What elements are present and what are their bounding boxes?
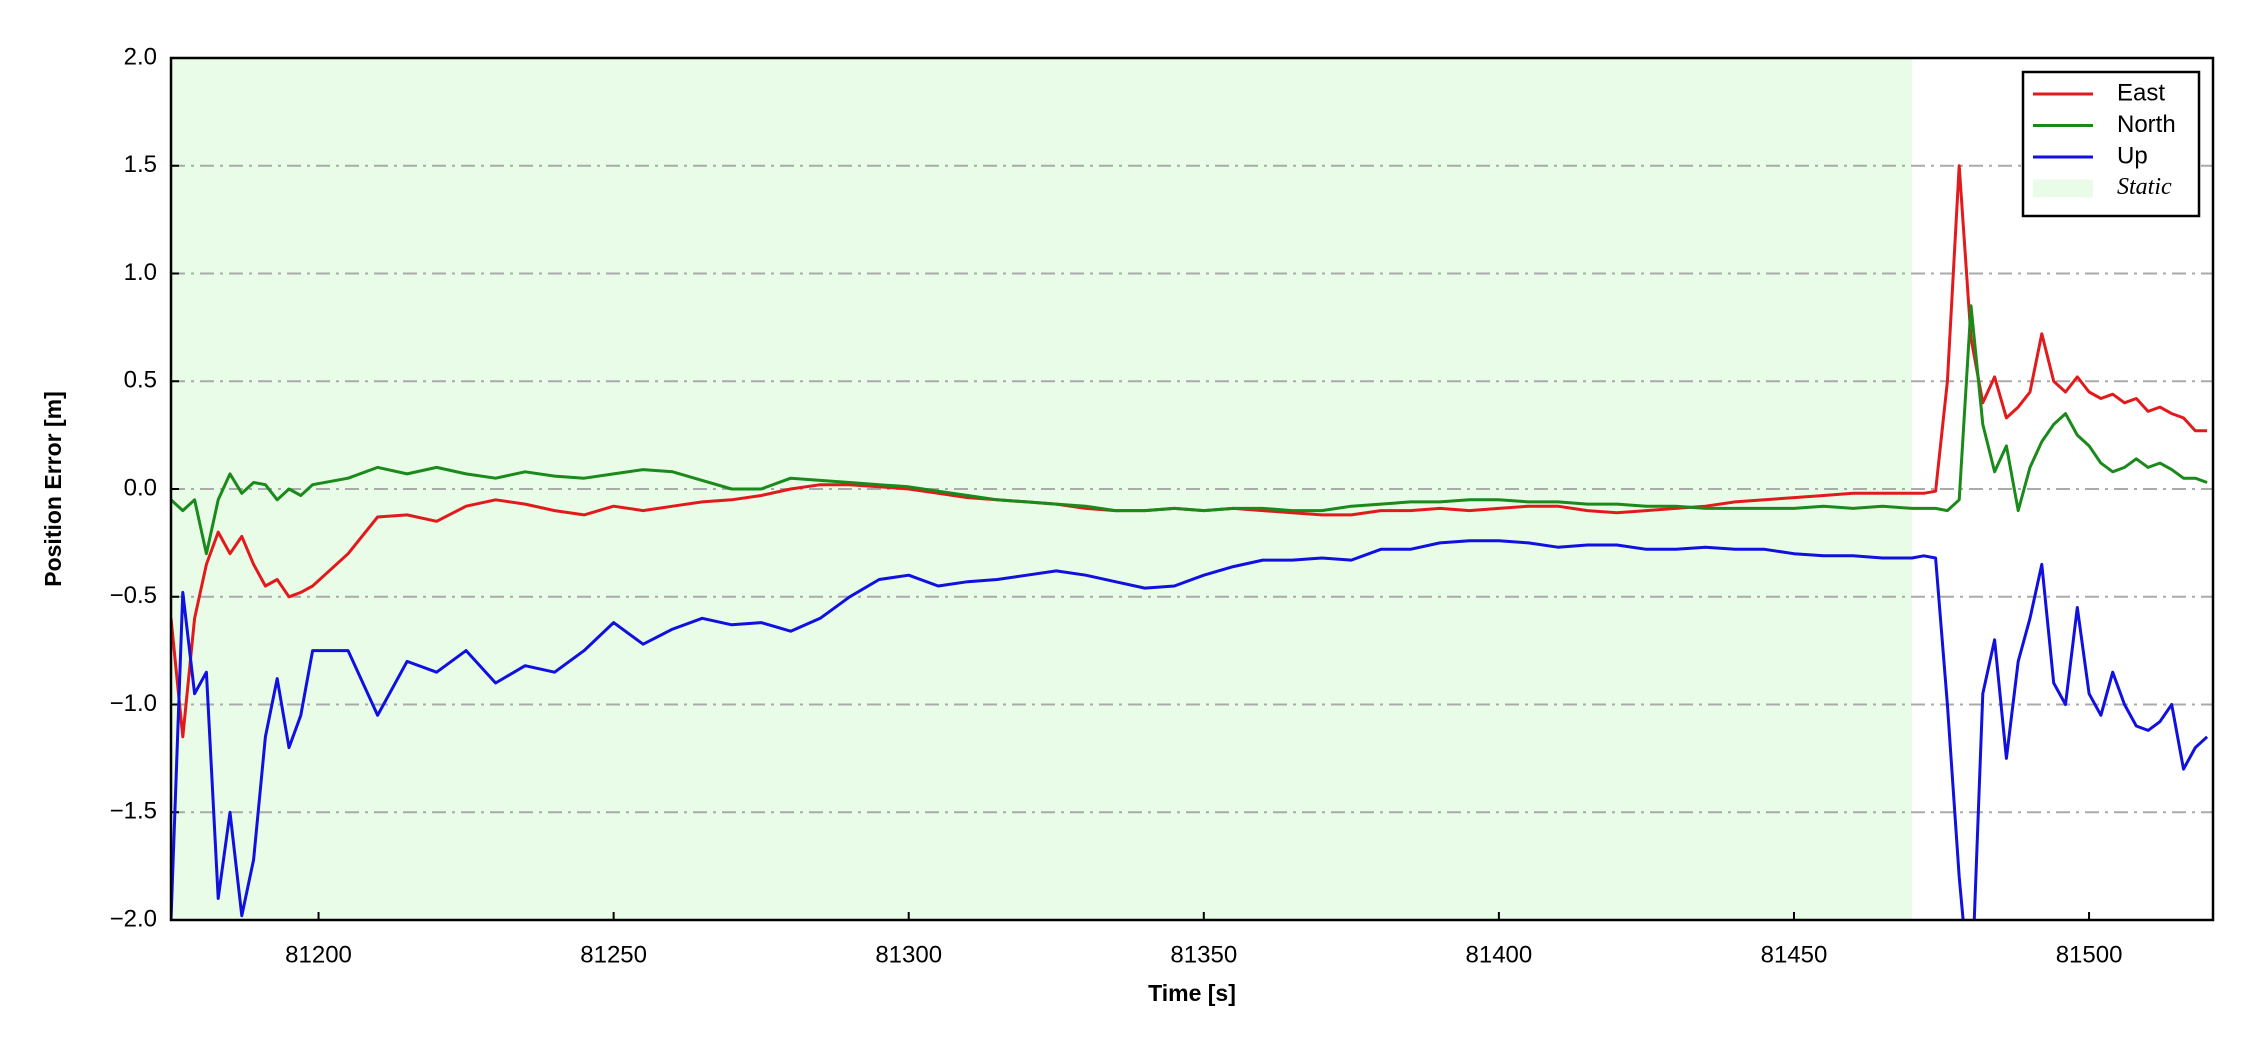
y-tick-label: 0.0 bbox=[124, 474, 157, 501]
legend-swatch bbox=[2033, 179, 2093, 198]
legend-label: Static bbox=[2117, 174, 2172, 200]
y-tick-label: −2.0 bbox=[110, 905, 157, 932]
legend-label: North bbox=[2117, 111, 2176, 138]
y-axis-label: Position Error [m] bbox=[40, 391, 66, 587]
x-tick-label: 81450 bbox=[1761, 941, 1828, 968]
plot-area bbox=[171, 164, 2209, 920]
x-tick-label: 81500 bbox=[2056, 941, 2123, 968]
x-axis-label: Time [s] bbox=[1148, 980, 1236, 1006]
y-tick-label: −0.5 bbox=[110, 582, 157, 609]
x-tick-label: 81350 bbox=[1170, 941, 1237, 968]
y-tick-label: −1.0 bbox=[110, 690, 157, 717]
data-line bbox=[171, 539, 2209, 920]
data-line bbox=[171, 164, 2208, 739]
y-tick-label: −1.5 bbox=[110, 798, 157, 825]
data-line bbox=[171, 304, 2208, 556]
legend-label: Up bbox=[2117, 142, 2148, 169]
legend-label: East bbox=[2117, 79, 2165, 106]
x-tick-label: 81400 bbox=[1466, 941, 1533, 968]
plot-frame bbox=[169, 56, 2215, 922]
x-tick-label: 81200 bbox=[285, 941, 352, 968]
y-tick-label: 1.0 bbox=[124, 259, 157, 286]
y-tick-label: 0.5 bbox=[124, 367, 157, 394]
x-tick-label: 81300 bbox=[875, 941, 942, 968]
y-tick-label: 1.5 bbox=[124, 151, 157, 178]
y-tick-label: 2.0 bbox=[124, 43, 157, 70]
x-tick-label: 81250 bbox=[580, 941, 647, 968]
